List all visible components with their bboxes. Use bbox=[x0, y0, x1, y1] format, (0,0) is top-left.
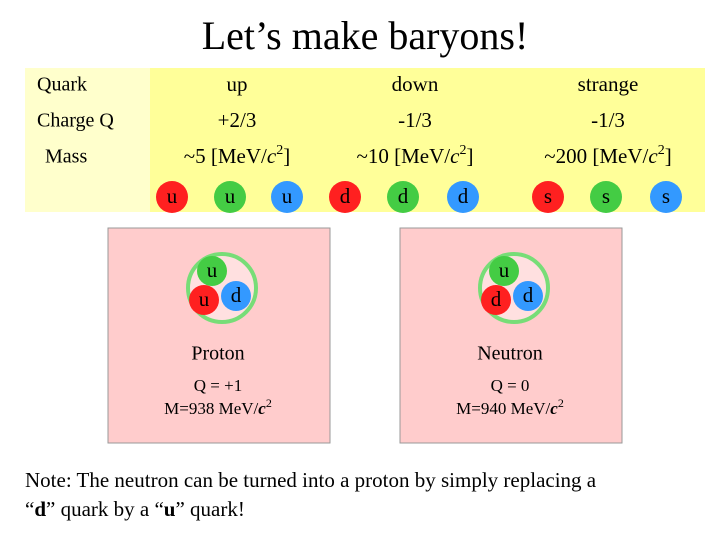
mass-part: 2 bbox=[459, 143, 466, 158]
quark-name: strange bbox=[578, 72, 639, 96]
baryon-mass: M=938 MeV/c2 bbox=[164, 396, 272, 418]
mass-part: 2 bbox=[658, 143, 665, 158]
note-line: “d” quark by a “u” quark! bbox=[25, 497, 245, 521]
quark-ball bbox=[650, 181, 682, 213]
mass-part: 2 bbox=[276, 143, 283, 158]
quark-ball bbox=[221, 281, 251, 311]
quark-ball bbox=[329, 181, 361, 213]
quark-symbol: s bbox=[544, 184, 552, 208]
quark-mass: ~5 [MeV/c2] bbox=[184, 143, 290, 168]
quark-name: up bbox=[227, 72, 248, 96]
quark-ball bbox=[197, 256, 227, 286]
note-part: ” quark! bbox=[175, 497, 244, 521]
note-part: “ bbox=[25, 497, 34, 521]
mass-part: ] bbox=[466, 144, 473, 168]
quark-charge: -1/3 bbox=[398, 108, 432, 132]
quark-symbol: s bbox=[662, 184, 670, 208]
quark-mass: ~200 [MeV/c2] bbox=[544, 143, 671, 168]
mass-part: ~5 [MeV/ bbox=[184, 144, 267, 168]
mass-part: ] bbox=[665, 144, 672, 168]
note-part: Note: The neutron can be turned into a p… bbox=[25, 468, 597, 492]
quark-ball bbox=[271, 181, 303, 213]
quark-charge: +2/3 bbox=[218, 108, 257, 132]
row-label: Charge Q bbox=[37, 110, 114, 132]
mass-part: M=940 MeV/ bbox=[456, 399, 550, 418]
quark-ball bbox=[387, 181, 419, 213]
mass-part: c bbox=[550, 399, 558, 418]
mass-part: ~200 [MeV/ bbox=[544, 144, 648, 168]
quark-ball bbox=[481, 285, 511, 315]
quark-ball bbox=[489, 256, 519, 286]
quark-ball bbox=[214, 181, 246, 213]
mass-part: ] bbox=[283, 144, 290, 168]
quark-ball bbox=[590, 181, 622, 213]
quark-symbol: u bbox=[167, 184, 178, 208]
quark-symbol: u bbox=[199, 287, 210, 311]
quark-symbol: d bbox=[231, 283, 242, 307]
mass-part: c bbox=[450, 144, 460, 168]
row-label: Mass bbox=[45, 146, 87, 168]
quark-symbol: u bbox=[499, 258, 510, 282]
quark-symbol: u bbox=[225, 184, 236, 208]
quark-ball bbox=[532, 181, 564, 213]
quark-symbol: d bbox=[491, 287, 502, 311]
mass-part: c bbox=[267, 144, 277, 168]
slide-title: Let’s make baryons! bbox=[202, 13, 529, 58]
quark-mass: ~10 [MeV/c2] bbox=[357, 143, 474, 168]
quark-symbol: u bbox=[282, 184, 293, 208]
baryon-name: Proton bbox=[191, 343, 244, 365]
note-line: Note: The neutron can be turned into a p… bbox=[25, 468, 597, 492]
baryon-mass: M=940 MeV/c2 bbox=[456, 396, 564, 418]
note-part: d bbox=[34, 497, 46, 521]
quark-ball bbox=[513, 281, 543, 311]
mass-part: c bbox=[648, 144, 658, 168]
quark-ball bbox=[156, 181, 188, 213]
quark-symbol: s bbox=[602, 184, 610, 208]
mass-part: ~10 [MeV/ bbox=[357, 144, 451, 168]
note: Note: The neutron can be turned into a p… bbox=[25, 468, 597, 521]
note-part: u bbox=[164, 497, 176, 521]
quark-symbol: u bbox=[207, 258, 218, 282]
quark-charge: -1/3 bbox=[591, 108, 625, 132]
quark-symbol: d bbox=[458, 184, 469, 208]
mass-part: M=938 MeV/ bbox=[164, 399, 258, 418]
note-part: ” quark by a “ bbox=[46, 497, 164, 521]
quark-name: down bbox=[392, 72, 439, 96]
label-column bbox=[25, 68, 150, 212]
quark-symbol: d bbox=[340, 184, 351, 208]
quark-ball bbox=[447, 181, 479, 213]
quark-ball bbox=[189, 285, 219, 315]
mass-part: 2 bbox=[558, 396, 564, 410]
baryon-charge: Q = 0 bbox=[491, 376, 530, 395]
quark-symbol: d bbox=[523, 283, 534, 307]
row-label: Quark bbox=[37, 74, 87, 96]
quark-symbol: d bbox=[398, 184, 409, 208]
baryon-charge: Q = +1 bbox=[194, 376, 242, 395]
mass-part: 2 bbox=[266, 396, 272, 410]
baryon-name: Neutron bbox=[477, 343, 543, 365]
mass-part: c bbox=[258, 399, 266, 418]
